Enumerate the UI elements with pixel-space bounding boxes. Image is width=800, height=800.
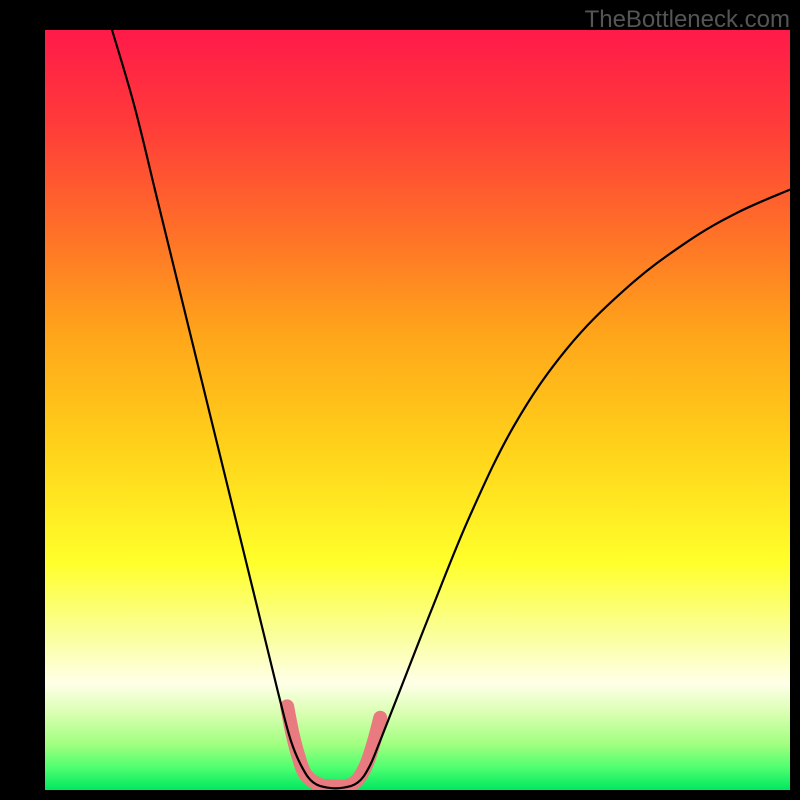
- chart-svg: [45, 30, 790, 790]
- watermark-text: TheBottleneck.com: [585, 6, 790, 34]
- bottleneck-chart: [45, 30, 790, 790]
